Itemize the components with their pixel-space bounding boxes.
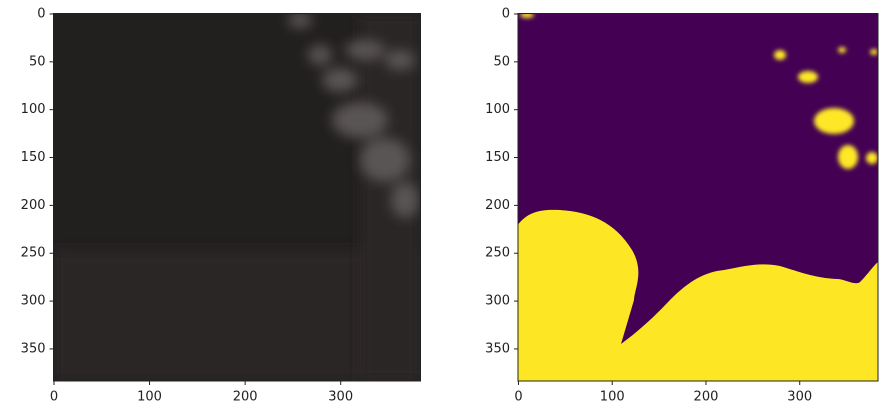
- x-tick-label: 0: [514, 390, 522, 405]
- y-tick-label: 100: [21, 102, 46, 117]
- y-tick-label: 50: [29, 54, 46, 69]
- y-tick-label: 250: [21, 246, 46, 261]
- page: {"chart_data": [ {"type": "image", "xlim…: [0, 0, 879, 408]
- figure: 0 100 200 300 0 50 100 150 200 250 300 350 0 100 200 30…: [0, 0, 879, 408]
- y-tick-label: 350: [485, 341, 510, 356]
- x-tick-label: 0: [50, 390, 58, 405]
- y-tick-label: 300: [485, 294, 510, 309]
- y-tick-label: 0: [502, 6, 510, 21]
- x-tick-label: 200: [694, 390, 719, 405]
- y-tick-label: 250: [485, 246, 510, 261]
- y-tick-label: 0: [37, 6, 45, 21]
- y-tick-label: 200: [21, 198, 46, 213]
- y-tick-label: 200: [485, 198, 510, 213]
- y-tick-label: 150: [485, 150, 510, 165]
- x-tick-label: 200: [233, 390, 258, 405]
- y-tick-label: 50: [493, 54, 510, 69]
- satellite-image: [54, 12, 421, 381]
- x-tick-label: 300: [328, 390, 353, 405]
- x-tick-label: 300: [787, 390, 812, 405]
- y-tick-label: 100: [485, 102, 510, 117]
- mask-image: [518, 12, 878, 381]
- y-tick-label: 300: [21, 294, 46, 309]
- x-tick-label: 100: [600, 390, 625, 405]
- y-tick-label: 350: [21, 341, 46, 356]
- x-tick-label: 100: [137, 390, 162, 405]
- y-tick-label: 150: [21, 150, 46, 165]
